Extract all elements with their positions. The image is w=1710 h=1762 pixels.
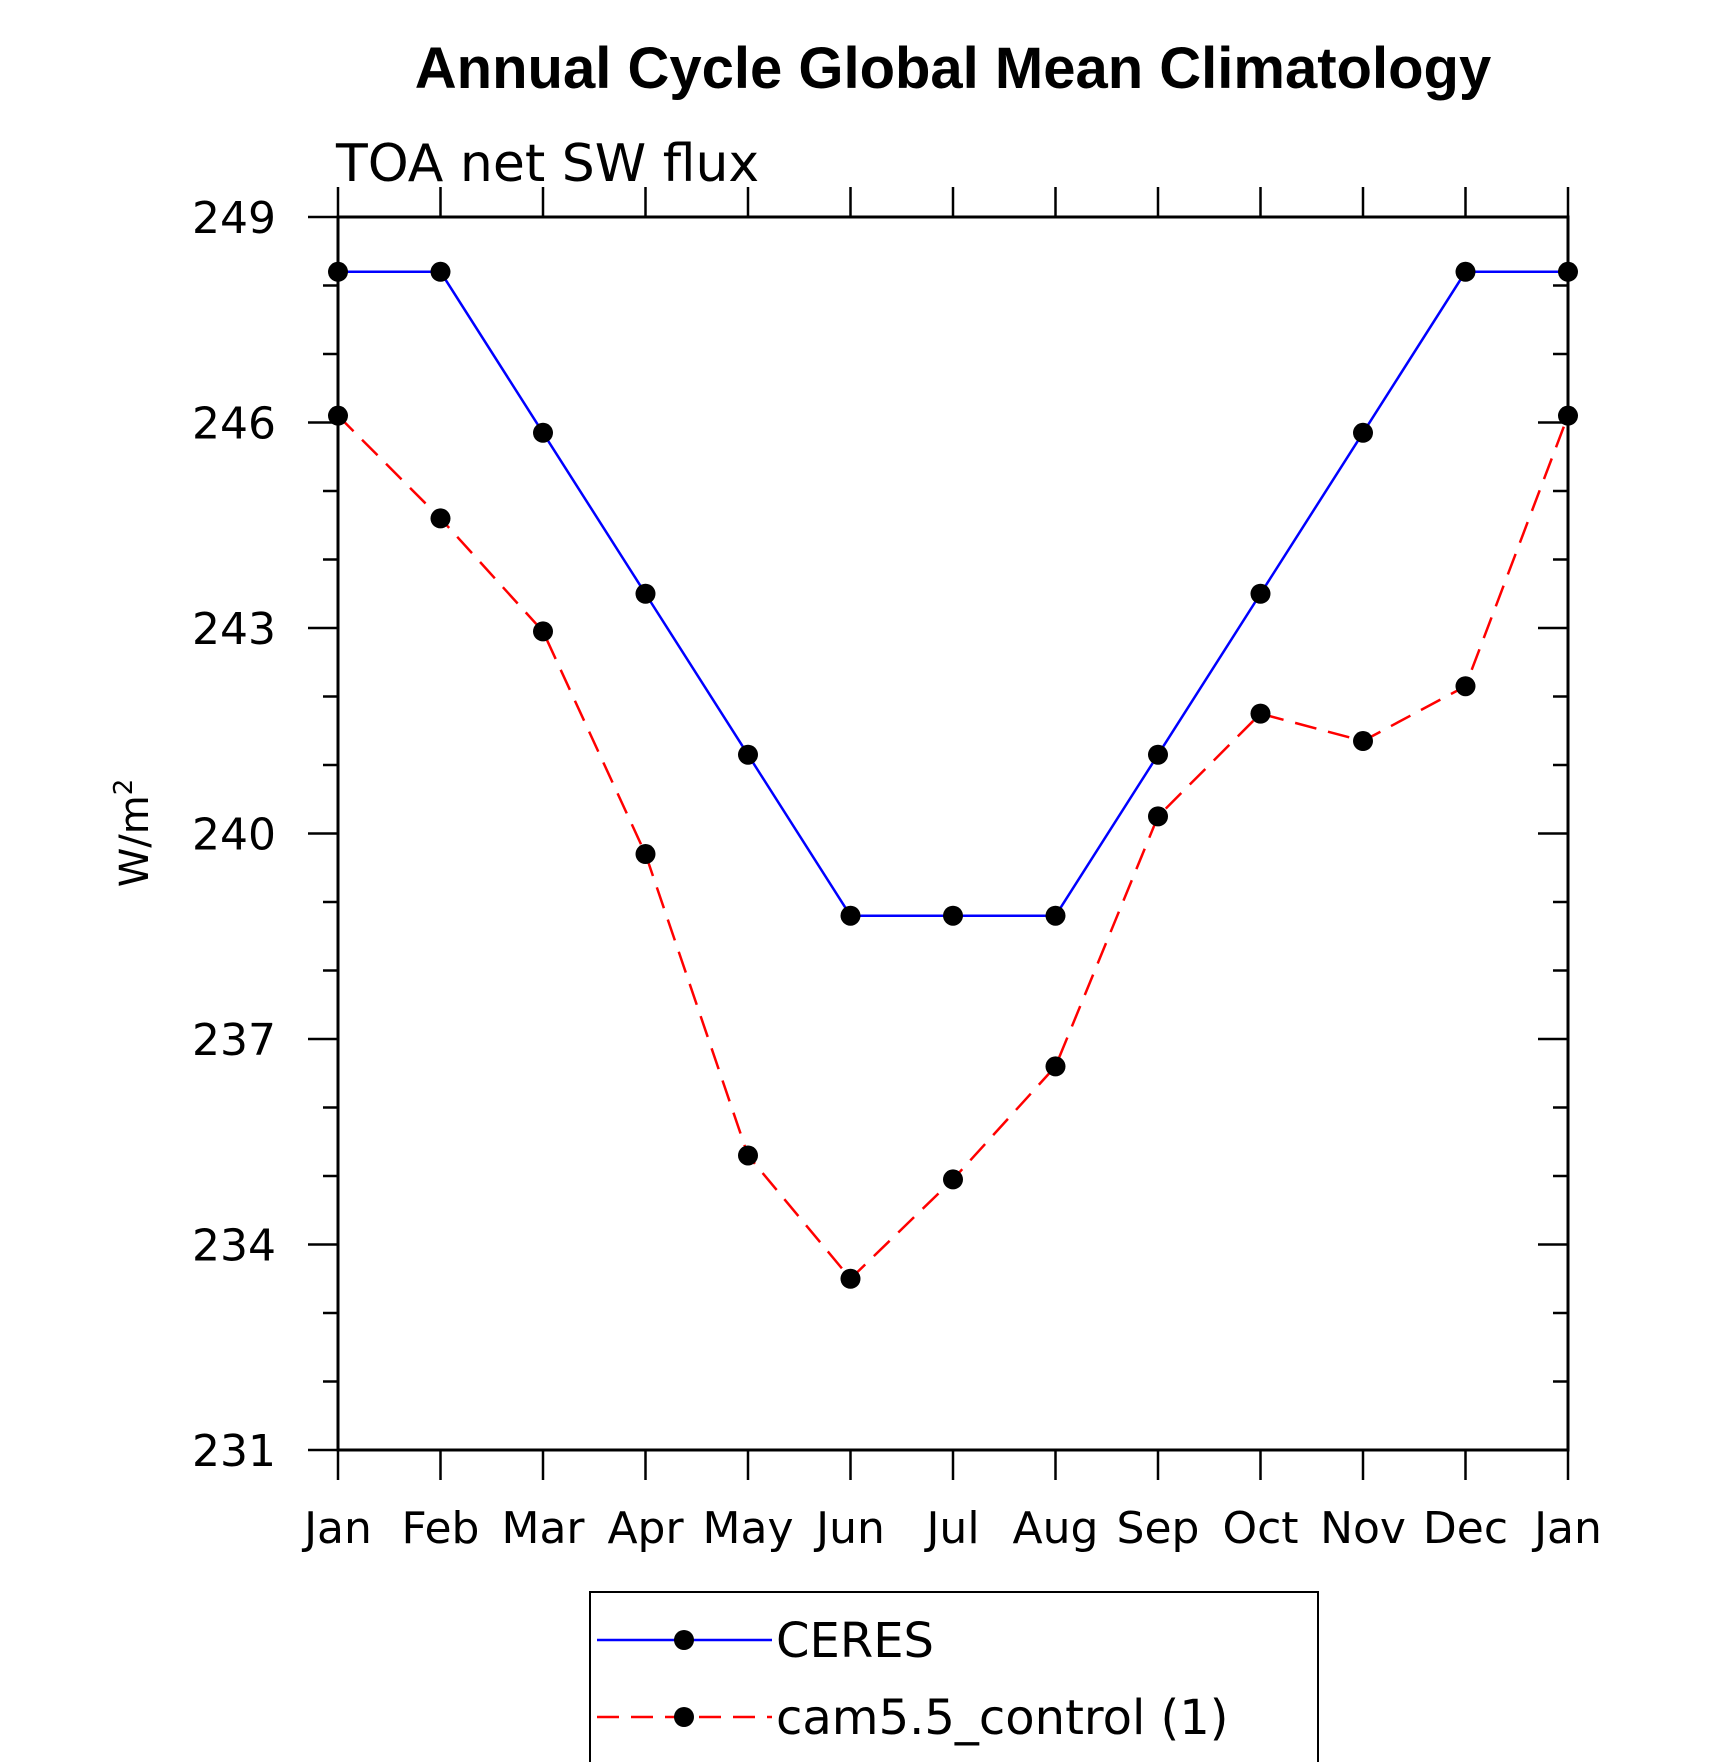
axis-ticks (308, 187, 1570, 1480)
y-tick-label: 243 (192, 604, 276, 655)
y-tick-label: 234 (192, 1221, 276, 1272)
series-0-point (738, 744, 758, 765)
series-0-point (533, 422, 553, 443)
series-1-point (1250, 703, 1271, 724)
y-axis-label-superscript: 2 (109, 779, 139, 796)
y-tick-label: 246 (192, 399, 276, 450)
x-tick-label: Nov (1320, 1503, 1406, 1554)
y-tick-label: 237 (192, 1015, 276, 1066)
series-line-1 (337, 414, 1570, 1281)
series-1-point (1558, 405, 1578, 426)
x-tick-label: Sep (1117, 1503, 1200, 1554)
series-1-point (1148, 806, 1168, 827)
series-1-point (1455, 676, 1476, 697)
series-1-point (328, 405, 348, 426)
x-tick-labels: Jan Feb Mar Apr May Jun Jul Aug Sep Oct Nov Dec Jan (301, 1503, 1602, 1554)
series-1-point (635, 844, 656, 865)
legend-marker-1 (674, 1707, 694, 1727)
series-1-point (430, 508, 451, 529)
y-tick-label: 240 (192, 810, 276, 861)
series-0-point (1558, 261, 1578, 282)
series-1-point (943, 1169, 963, 1190)
legend-marker-0 (674, 1630, 694, 1650)
series-1-point (738, 1145, 758, 1166)
series-1-point (1045, 1056, 1066, 1077)
x-tick-label: Aug (1013, 1503, 1099, 1554)
y-tick-label: 249 (192, 193, 276, 244)
x-tick-label: Jun (813, 1503, 885, 1554)
series-0-point (1045, 905, 1066, 926)
svg-text:W/m2: W/m2 (109, 779, 158, 888)
series-0-point (635, 583, 656, 604)
legend-label-1: cam5.5_control (1) (776, 1690, 1229, 1746)
y-tick-labels: 231 234 237 240 243 246 249 (192, 193, 276, 1477)
series-0-point (943, 905, 963, 926)
x-tick-label: May (703, 1503, 794, 1554)
series-0-point (1148, 744, 1168, 765)
chart-title: Annual Cycle Global Mean Climatology (415, 36, 1491, 101)
x-tick-label: Jul (923, 1503, 979, 1554)
series-layer (328, 261, 1578, 1289)
legend-label-0: CERES (776, 1613, 934, 1669)
x-tick-label: Feb (402, 1503, 480, 1554)
series-1-point (840, 1268, 861, 1289)
series-0-point (1353, 422, 1373, 443)
series-line-0 (338, 270, 1568, 917)
chart-subtitle: TOA net SW flux (335, 134, 759, 194)
x-tick-label: Apr (607, 1503, 684, 1554)
x-tick-label: Dec (1423, 1503, 1508, 1554)
series-0-point (430, 261, 451, 282)
series-1-point (533, 621, 553, 642)
y-axis-label-text: W/m (112, 795, 158, 887)
x-tick-label: Jan (301, 1503, 372, 1554)
series-1-point (1353, 731, 1373, 752)
y-axis-label: W/m2 (109, 779, 158, 888)
series-0-point (1250, 583, 1271, 604)
x-tick-label: Jan (1531, 1503, 1602, 1554)
series-0-point (840, 905, 861, 926)
series-0-point (328, 261, 348, 282)
x-tick-label: Oct (1222, 1503, 1298, 1554)
y-tick-label: 231 (192, 1426, 276, 1477)
legend: CERES cam5.5_control (1) (589, 1591, 1319, 1762)
legend-box (589, 1591, 1319, 1762)
series-0-point (1455, 261, 1476, 282)
x-tick-label: Mar (501, 1503, 585, 1554)
